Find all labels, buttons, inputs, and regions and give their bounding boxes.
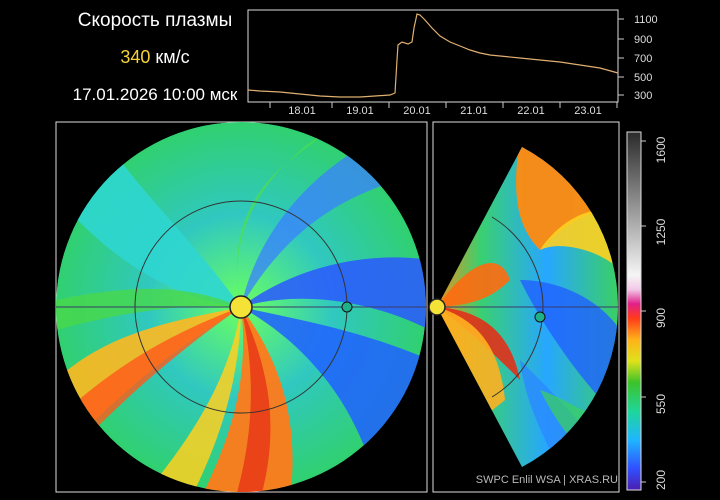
meridional-view-panel [428, 121, 620, 493]
y-tick-label: 300 [634, 90, 652, 102]
y-tick-label: 500 [634, 72, 652, 84]
chart-title: Скорость плазмы [77, 10, 233, 31]
colorbar-label: 550 [654, 394, 668, 414]
colorbar-label: 900 [654, 308, 668, 328]
x-tick-label: 19.01 [346, 105, 374, 117]
timeseries-x-ticks [269, 102, 618, 108]
x-tick-label: 22.01 [517, 105, 545, 117]
colorbar-label: 1250 [654, 218, 668, 245]
colorbar: 1600 1250 900 550 200 [626, 131, 668, 491]
colorbar-gradient [626, 131, 642, 491]
y-tick-label: 700 [634, 53, 652, 65]
speed-value: 340 [120, 47, 151, 67]
colorbar-label: 200 [654, 470, 668, 490]
y-tick-label: 1100 [634, 14, 658, 26]
x-tick-label: 18.01 [288, 105, 316, 117]
speed-unit: км/с [155, 47, 190, 67]
sun-marker-meridional [428, 298, 446, 316]
data-source-credit: SWPC Enlil WSA | XRAS.RU [475, 474, 618, 486]
speed-readout: 340 км/с [60, 47, 250, 68]
x-tick-label: 21.01 [460, 105, 488, 117]
timeseries-frame [247, 9, 619, 103]
x-tick-label: 20.01 [403, 105, 431, 117]
sun-marker [229, 295, 253, 319]
forecast-datetime: 17.01.2026 10:00 мск [72, 85, 238, 104]
ecliptic-view-panel [55, 121, 428, 493]
earth-marker [341, 301, 353, 313]
speed-series-line [247, 13, 619, 98]
timeseries-panel: 18.01 19.01 20.01 21.01 22.01 23.01 1100… [247, 9, 658, 117]
earth-marker-meridional [534, 311, 546, 323]
colorbar-label: 1600 [654, 136, 668, 163]
x-tick-label: 23.01 [574, 105, 602, 117]
y-tick-label: 900 [634, 34, 652, 46]
